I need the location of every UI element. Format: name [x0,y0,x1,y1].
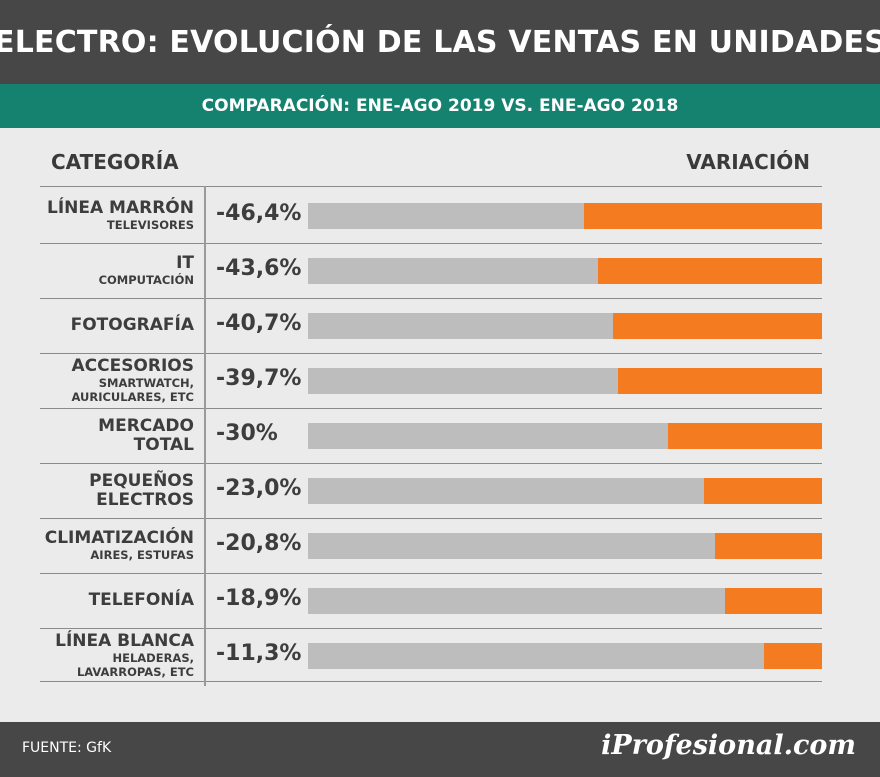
category-detail: AIRES, ESTUFAS [90,548,194,562]
bar-track [308,368,822,394]
chart-subtitle: COMPARACIÓN: ENE-AGO 2019 VS. ENE-AGO 20… [201,96,679,116]
bar-track [308,423,822,449]
vertical-divider [204,186,206,686]
category-name: MERCADO TOTAL [98,416,194,455]
bar-fill [764,643,822,669]
chart-row: TELEFONÍA -18,9% [40,573,822,628]
brand-logo: iProfesional.com [601,730,856,761]
chart-row: MERCADO TOTAL -30% [40,408,822,463]
bar-track [308,313,822,339]
variation-label: -23,0% [216,476,302,501]
variation-label: -39,7% [216,366,302,391]
variation-label: -11,3% [216,641,302,666]
category-name: FOTOGRAFÍA [70,315,194,335]
row-divider [40,352,822,354]
bar-track [308,588,822,614]
category-name: LÍNEA MARRÓN [46,198,194,218]
category-detail: COMPUTACIÓN [98,273,194,287]
chart-row: LÍNEA BLANCA HELADERAS, LAVARROPAS, ETC -1… [40,628,822,683]
category-detail: TELEVISORES [106,218,194,232]
category-detail: SMARTWATCH, AURICULARES, ETC [71,376,194,404]
bar-track [308,258,822,284]
variation-label: -43,6% [216,256,302,281]
category-label: TELEFONÍA [40,591,194,610]
variation-label: -46,4% [216,201,302,226]
bar-fill [725,588,822,614]
chart-row: FOTOGRAFÍA -40,7% [40,298,822,353]
chart-row: LÍNEA MARRÓN TELEVISORES -46,4% [40,188,822,243]
chart-row: IT COMPUTACIÓN -43,6% [40,243,822,298]
category-label: LÍNEA MARRÓN TELEVISORES [40,198,194,233]
variation-label: -18,9% [216,586,302,611]
category-label: IT COMPUTACIÓN [40,253,194,288]
category-name: CLIMATIZACIÓN [44,528,194,548]
row-divider [40,242,822,244]
row-divider [40,297,822,299]
bar-fill [704,478,822,504]
chart-row: ACCESORIOS SMARTWATCH, AURICULARES, ETC -3… [40,353,822,408]
source-note: FUENTE: GfK [22,740,112,756]
variation-label: -40,7% [216,311,302,336]
variation-label: -30% [216,421,278,446]
bar-fill [668,423,822,449]
bar-track [308,203,822,229]
category-name: TELEFONÍA [88,590,194,610]
category-label: FOTOGRAFÍA [40,316,194,335]
row-divider [40,462,822,464]
footer-bar: FUENTE: GfK iProfesional.com [0,722,880,777]
column-header-variation: VARIACIÓN [686,150,810,174]
category-name: IT [176,253,194,273]
category-label: PEQUEÑOS ELECTROS [40,472,194,510]
row-divider [40,407,822,409]
bar-fill [598,258,822,284]
category-label: CLIMATIZACIÓN AIRES, ESTUFAS [40,528,194,563]
row-divider [40,186,822,187]
category-name: PEQUEÑOS ELECTROS [89,471,194,510]
chart-row: PEQUEÑOS ELECTROS -23,0% [40,463,822,518]
bar-fill [613,313,822,339]
variation-label: -20,8% [216,531,302,556]
category-name: ACCESORIOS [71,356,194,376]
subtitle-bar: COMPARACIÓN: ENE-AGO 2019 VS. ENE-AGO 20… [0,84,880,128]
bar-fill [715,533,822,559]
row-divider [40,627,822,629]
bar-track [308,643,822,669]
column-header-category: CATEGORÍA [51,150,179,174]
bar-fill [584,203,822,229]
category-label: LÍNEA BLANCA HELADERAS, LAVARROPAS, ETC [40,631,194,680]
chart-title: ELECTRO: EVOLUCIÓN DE LAS VENTAS EN UNID… [0,24,880,60]
chart-row: CLIMATIZACIÓN AIRES, ESTUFAS -20,8% [40,518,822,573]
category-label: ACCESORIOS SMARTWATCH, AURICULARES, ETC [40,356,194,405]
category-label: MERCADO TOTAL [40,417,194,455]
row-divider [40,681,822,682]
row-divider [40,517,822,519]
bar-track [308,533,822,559]
bar-track [308,478,822,504]
title-bar: ELECTRO: EVOLUCIÓN DE LAS VENTAS EN UNID… [0,0,880,84]
category-detail: HELADERAS, LAVARROPAS, ETC [76,651,194,679]
bar-fill [618,368,822,394]
category-name: LÍNEA BLANCA [55,631,194,651]
row-divider [40,572,822,574]
